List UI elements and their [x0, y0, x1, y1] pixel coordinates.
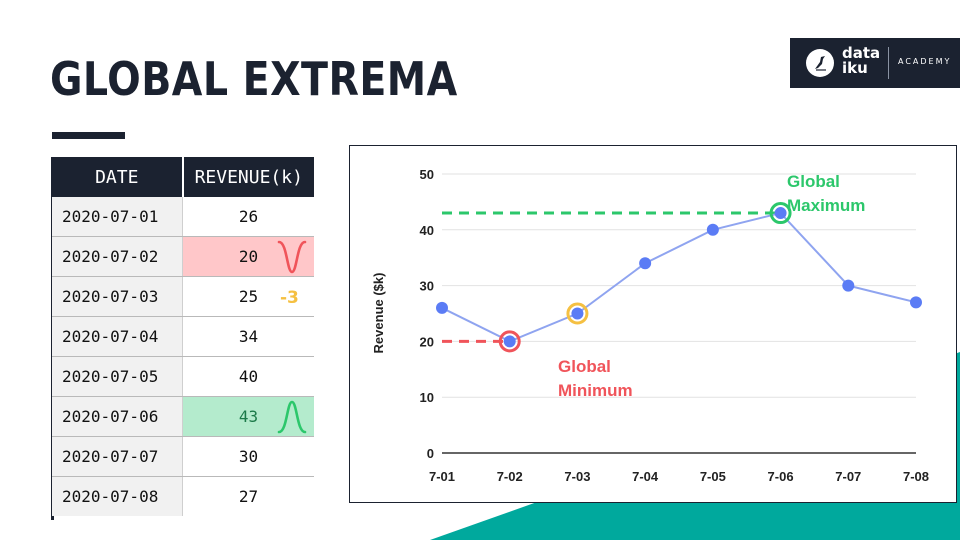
cell-revenue: 40 [182, 356, 314, 397]
revenue-table: DATE REVENUE(k) 2020-07-01 26 2020-07-02… [52, 157, 314, 516]
logo-wordmark: data iku [842, 46, 880, 76]
revenue-line-chart: 0 10 20 30 40 50 7-01 7-02 7-03 7-04 7-05 7-06 7-07… [371, 167, 929, 484]
x-tick-label: 7-05 [700, 469, 726, 484]
x-tick-label: 7-08 [903, 469, 929, 484]
cell-revenue: 30 [182, 436, 314, 477]
logo-tagline: ACADEMY [898, 57, 952, 66]
table-row-maximum: 2020-07-06 43 [52, 396, 314, 437]
data-point [842, 279, 855, 292]
cell-date: 2020-07-02 [52, 236, 183, 277]
dataiku-academy-logo: data iku ACADEMY [790, 38, 960, 88]
table-header-row: DATE REVENUE(k) [52, 157, 314, 197]
chart-panel: 0 10 20 30 40 50 7-01 7-02 7-03 7-04 7-05 7-06 7-07… [349, 145, 957, 503]
table-row-minimum: 2020-07-02 20 [52, 236, 314, 277]
y-tick-label: 40 [420, 223, 434, 238]
max-label-line1: Global [787, 172, 840, 191]
data-point [910, 296, 922, 309]
peak-icon [277, 400, 307, 434]
cell-date: 2020-07-08 [52, 476, 183, 516]
data-point [571, 307, 584, 320]
x-tick-label: 7-03 [564, 469, 590, 484]
x-tick-label: 7-06 [768, 469, 794, 484]
cell-date: 2020-07-05 [52, 356, 183, 397]
data-point [639, 257, 652, 270]
cell-revenue-value: 20 [238, 247, 259, 266]
y-tick-label: 0 [427, 446, 434, 461]
max-highlight-ring [769, 202, 792, 225]
cell-revenue-value: 43 [238, 407, 259, 426]
cell-date: 2020-07-01 [52, 197, 183, 237]
cell-date: 2020-07-04 [52, 316, 183, 357]
y-tick-label: 10 [420, 390, 434, 405]
y-tick-label: 20 [420, 334, 434, 349]
data-point [436, 301, 448, 314]
data-point [774, 207, 787, 220]
table-row: 2020-07-04 34 [52, 316, 314, 357]
table-row: 2020-07-08 27 [52, 476, 314, 516]
data-point [706, 223, 719, 236]
y-tick-label: 50 [420, 167, 434, 182]
cell-revenue-maximum: 43 [182, 396, 314, 437]
title-underline [52, 132, 125, 139]
min-highlight-ring [498, 330, 521, 353]
valley-icon [277, 240, 307, 274]
cell-revenue: 26 [182, 197, 314, 237]
cell-date: 2020-07-06 [52, 396, 183, 437]
logo-word-iku: iku [842, 59, 868, 77]
min-label-line2: Minimum [558, 381, 633, 400]
max-label-line2: Maximum [787, 196, 865, 215]
cell-date: 2020-07-03 [52, 276, 183, 317]
x-tick-label: 7-01 [429, 469, 455, 484]
y-axis-label: Revenue ($k) [371, 273, 386, 354]
neighbor-highlight-ring [566, 302, 589, 325]
header-revenue: REVENUE(k) [182, 157, 314, 197]
cell-revenue: 34 [182, 316, 314, 357]
table-row: 2020-07-03 25 [52, 276, 314, 317]
logo-word-data: data [842, 44, 881, 62]
x-tick-label: 7-07 [835, 469, 861, 484]
data-point [503, 335, 516, 348]
table-row: 2020-07-01 26 [52, 197, 314, 237]
cell-revenue-minimum: 20 [182, 236, 314, 277]
x-tick-label: 7-04 [632, 469, 659, 484]
cell-revenue: 27 [182, 476, 314, 516]
difference-note: -3 [280, 288, 299, 308]
cell-revenue: 25 [182, 276, 314, 317]
cell-date: 2020-07-07 [52, 436, 183, 477]
bird-icon [806, 49, 834, 77]
table-row: 2020-07-07 30 [52, 436, 314, 477]
header-date: DATE [52, 157, 184, 197]
series-line [441, 211, 917, 343]
min-label-line1: Global [558, 357, 611, 376]
logo-divider [888, 47, 889, 79]
table-row: 2020-07-05 40 [52, 356, 314, 397]
page-title: GLOBAL EXTREMA [50, 52, 458, 106]
x-tick-label: 7-02 [497, 469, 523, 484]
y-tick-label: 30 [420, 279, 434, 294]
